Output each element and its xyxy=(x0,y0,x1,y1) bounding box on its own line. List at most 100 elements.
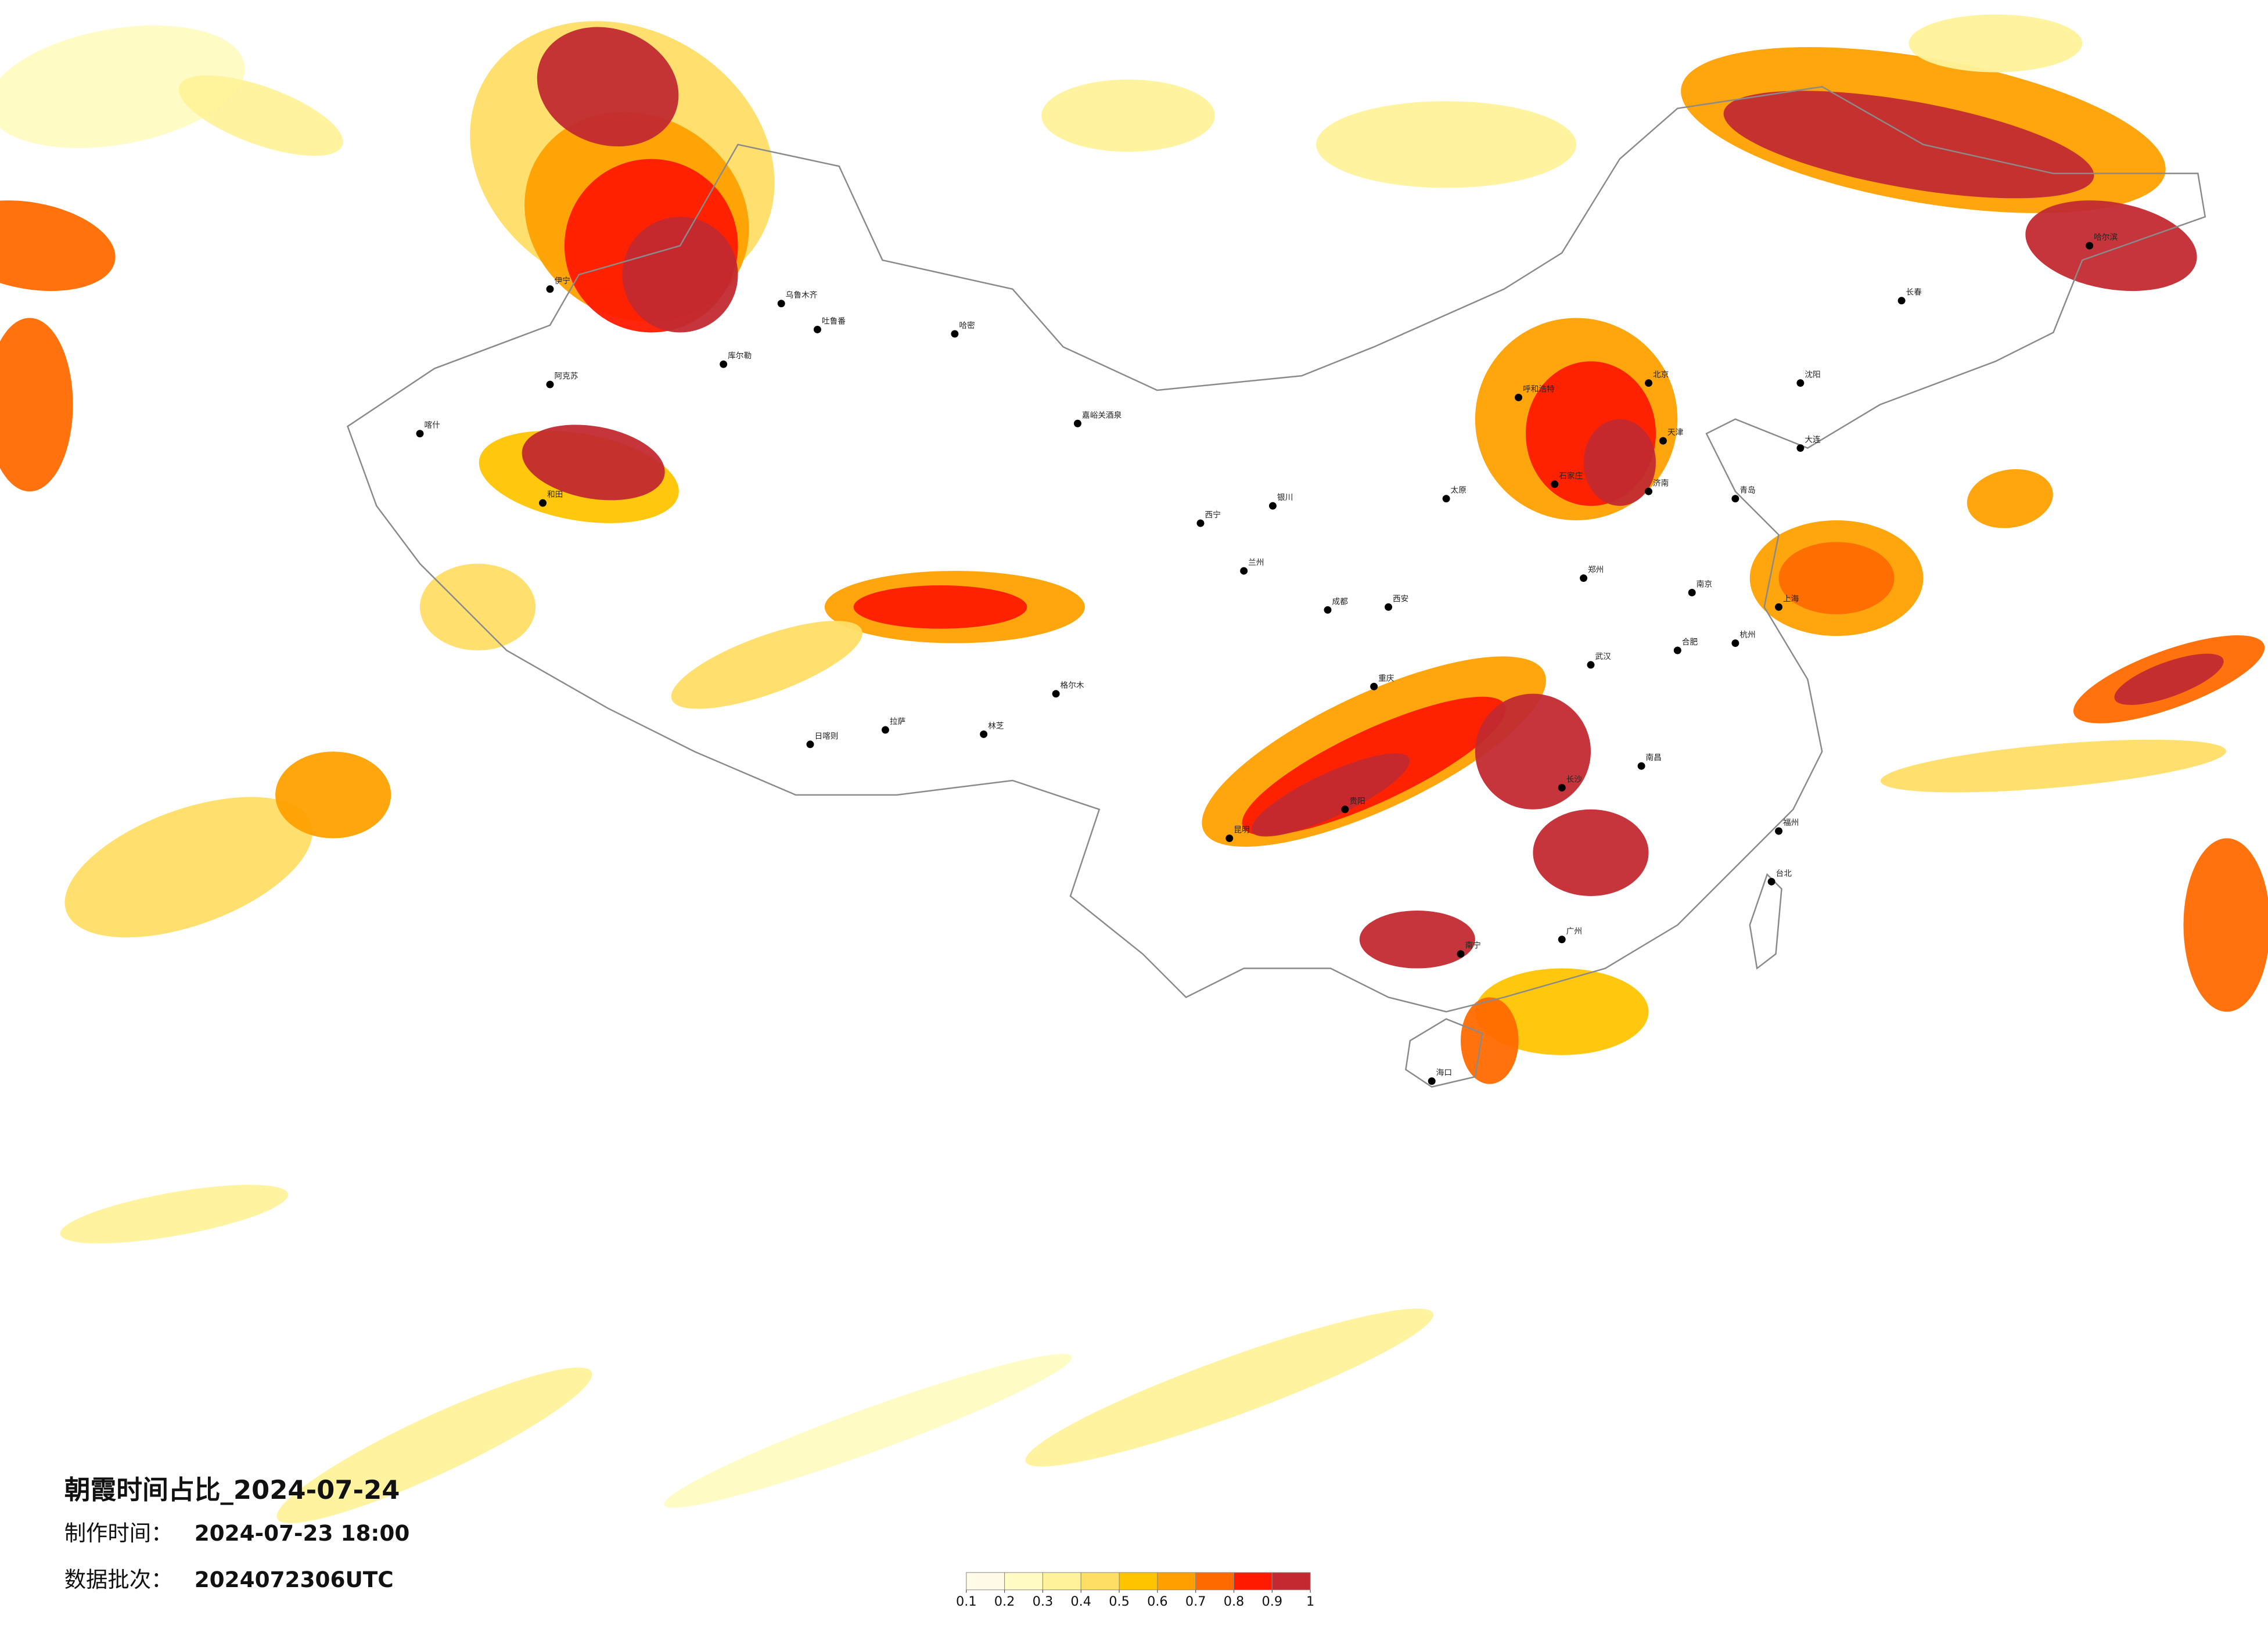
field-patch xyxy=(276,1367,592,1523)
city-dot xyxy=(881,726,889,734)
city-dot xyxy=(1775,827,1783,835)
city-dot xyxy=(1558,783,1566,792)
city-label: 重庆 xyxy=(1378,674,1394,683)
colorbar-tick-label: 0.3 xyxy=(1033,1594,1054,1609)
city-label: 日喀则 xyxy=(814,732,838,741)
city-dot xyxy=(1659,437,1667,445)
city-label: 广州 xyxy=(1566,927,1582,936)
colorbar-swatch xyxy=(1195,1572,1235,1591)
city-label: 南京 xyxy=(1696,580,1712,589)
map-title: 朝霞时间占比_2024-07-24 xyxy=(64,1474,400,1505)
field-patch xyxy=(1041,79,1215,152)
city-label: 福州 xyxy=(1783,818,1799,828)
field-patch xyxy=(1460,997,1519,1084)
city-label: 济南 xyxy=(1653,479,1669,488)
colorbar-tick-label: 0.1 xyxy=(956,1594,977,1609)
city-label: 贵阳 xyxy=(1349,797,1365,806)
city-dot xyxy=(1457,950,1465,958)
city-dot xyxy=(546,285,554,293)
city-dot xyxy=(539,499,547,507)
city-dot xyxy=(1370,682,1378,690)
city-label: 昆明 xyxy=(1234,826,1249,835)
city-label: 大连 xyxy=(1805,436,1821,445)
city-dot xyxy=(1673,646,1681,654)
city-dot xyxy=(1324,606,1332,614)
field-patch xyxy=(419,563,536,650)
city-label: 上海 xyxy=(1783,594,1799,603)
city-dot xyxy=(1385,603,1393,611)
field-patch xyxy=(2025,200,2197,292)
city-dot xyxy=(546,380,554,388)
city-label: 海口 xyxy=(1436,1069,1452,1078)
city-dot xyxy=(1796,444,1805,452)
field-patch xyxy=(671,621,862,709)
field-patch xyxy=(1880,739,2226,793)
field-patch xyxy=(0,200,116,292)
field-patch xyxy=(1533,809,1649,897)
colorbar-swatch xyxy=(1234,1572,1273,1591)
field-patch xyxy=(64,797,312,938)
colorbar-swatch xyxy=(1042,1572,1081,1591)
city-label: 和田 xyxy=(547,490,563,499)
colorbar-swatch xyxy=(1119,1572,1158,1591)
field-patch xyxy=(0,25,245,148)
city-dot xyxy=(777,300,785,308)
city-dot xyxy=(1731,495,1739,503)
city-label: 呼和浩特 xyxy=(1523,384,1555,394)
colorbar: 0.1 0.2 0.3 0.4 0.5 0.6 0.7 0.8 0.9 1 xyxy=(956,1572,1314,1609)
field-patch xyxy=(2183,838,2268,1012)
batch-label: 数据批次： xyxy=(64,1567,173,1592)
batch-value: 2024072306UTC xyxy=(195,1567,394,1592)
city-label: 伊宁 xyxy=(554,276,570,286)
city-dot xyxy=(1052,690,1060,698)
city-dot xyxy=(1558,936,1566,944)
city-dot xyxy=(1637,762,1645,770)
city-label: 哈尔滨 xyxy=(2094,233,2118,242)
field-patch xyxy=(1967,469,2053,528)
city-dot xyxy=(1341,805,1349,814)
city-label: 太原 xyxy=(1451,486,1467,495)
field-patch xyxy=(1778,542,1895,614)
colorbar-tick-label: 1 xyxy=(1306,1594,1314,1609)
field-patch xyxy=(1025,1308,1433,1467)
made-value: 2024-07-23 18:00 xyxy=(195,1520,410,1546)
colorbar-tick-label: 0.6 xyxy=(1147,1594,1168,1609)
city-dot xyxy=(1645,487,1653,495)
field-patch xyxy=(1251,753,1410,837)
city-label: 沈阳 xyxy=(1805,370,1820,380)
field-patch xyxy=(1908,14,2083,73)
city-label: 西宁 xyxy=(1205,510,1220,520)
city-label: 兰州 xyxy=(1248,558,1264,567)
field-patch xyxy=(60,1185,289,1244)
field-patch xyxy=(1316,101,1577,188)
city-dot xyxy=(1428,1077,1436,1085)
city-label: 青岛 xyxy=(1739,486,1755,495)
city-dot xyxy=(1796,379,1805,387)
city-label: 台北 xyxy=(1776,869,1792,878)
city-label: 乌鲁木齐 xyxy=(786,291,818,300)
field-patch xyxy=(537,27,679,147)
field-patch xyxy=(1359,911,1475,969)
city-label: 吐鲁番 xyxy=(822,317,846,326)
city-label: 长沙 xyxy=(1566,775,1583,784)
city-label: 阿克苏 xyxy=(554,372,578,381)
made-label: 制作时间： xyxy=(64,1520,173,1546)
city-dot xyxy=(813,325,821,333)
field-patch xyxy=(622,217,738,333)
colorbar-tick-label: 0.8 xyxy=(1224,1594,1245,1609)
city-dot xyxy=(1196,519,1205,527)
field-patch xyxy=(853,585,1027,629)
city-dot xyxy=(980,730,988,738)
city-label: 合肥 xyxy=(1682,638,1698,647)
city-label: 天津 xyxy=(1667,428,1684,437)
city-dot xyxy=(720,360,728,368)
city-label: 哈密 xyxy=(959,321,975,330)
city-dot xyxy=(1731,639,1739,647)
city-label: 拉萨 xyxy=(890,717,905,726)
field-patch xyxy=(664,1354,1072,1508)
city-dot xyxy=(1240,567,1248,575)
city-label: 嘉峪关酒泉 xyxy=(1082,410,1122,420)
city-dot xyxy=(1073,419,1081,427)
